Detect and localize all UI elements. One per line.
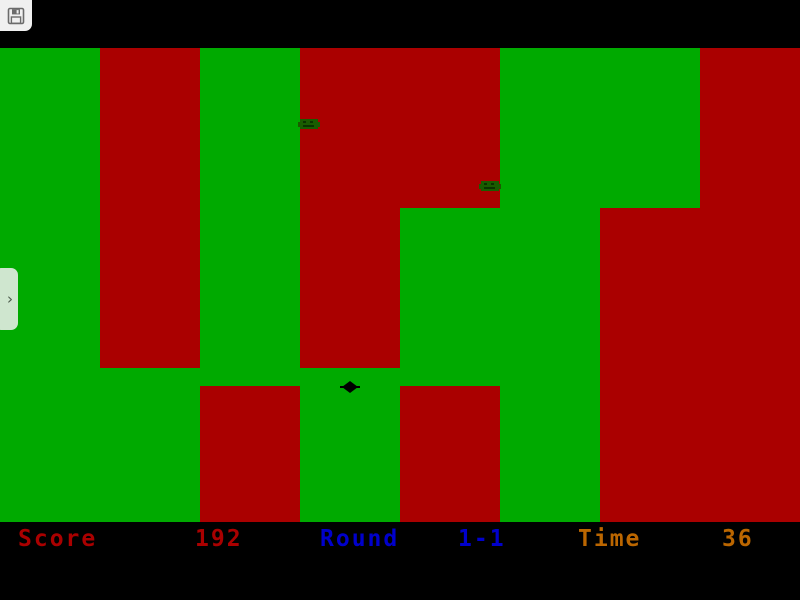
green-notch-left xyxy=(200,368,300,386)
enemy-sprite-2 xyxy=(479,178,501,194)
red-block-bottom-1 xyxy=(200,368,300,522)
score-value: 192 xyxy=(195,526,243,552)
enemy-sprite-1 xyxy=(298,116,320,132)
red-column-2-top xyxy=(300,48,500,208)
red-column-1-top xyxy=(100,48,200,368)
time-value: 36 xyxy=(722,526,754,552)
round-label: Round xyxy=(320,526,400,552)
time-label: Time xyxy=(578,526,642,552)
top-chrome-bar xyxy=(0,0,800,48)
red-column-3-top xyxy=(700,48,800,208)
floppy-disk-icon xyxy=(7,7,25,25)
enemy-face-icon xyxy=(298,119,320,129)
green-notch-right xyxy=(400,368,500,386)
status-hud: Score 192 Round 1-1 Time 36 xyxy=(0,522,800,600)
red-column-3-lower xyxy=(600,208,800,522)
hud-row: Score 192 Round 1-1 Time 36 xyxy=(0,522,800,556)
red-block-bottom-2 xyxy=(400,368,500,522)
enemy-face-icon xyxy=(479,181,501,191)
chevron-right-icon: › xyxy=(7,290,13,308)
player-sprite xyxy=(340,379,360,395)
red-column-2-mid xyxy=(300,208,400,368)
game-playfield[interactable] xyxy=(0,48,800,522)
save-button[interactable] xyxy=(0,0,32,31)
sidebar-expand-handle[interactable]: › xyxy=(0,268,18,330)
player-diamond-icon xyxy=(340,381,360,393)
round-value: 1-1 xyxy=(458,526,506,552)
score-label: Score xyxy=(18,526,98,552)
